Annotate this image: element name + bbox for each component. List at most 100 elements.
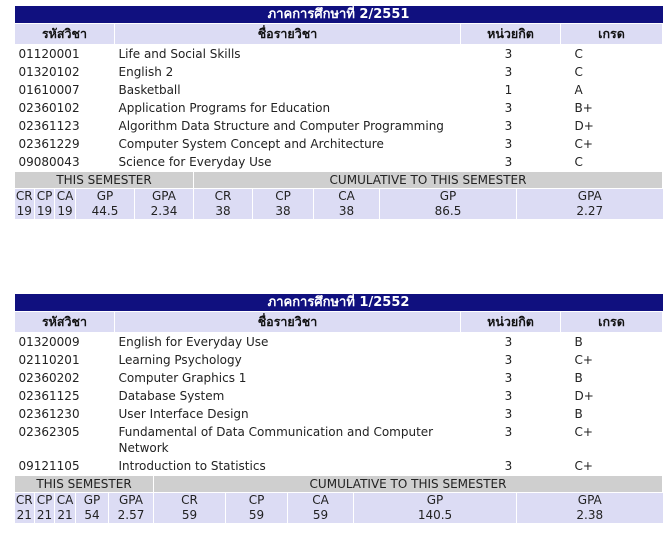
course-grade: C+ (574, 137, 593, 151)
cumulative-gpa-value: 2.27 (515, 204, 663, 219)
course-credit: 3 (504, 47, 513, 61)
course-name: Fundamental of Data Communication and Co… (118, 425, 434, 455)
course-code: 01320009 (18, 335, 80, 349)
course-row: 02362305 Fundamental of Data Communicati… (15, 423, 663, 457)
summary-label-ca: CA (287, 492, 354, 508)
cumulative-cp-value: 38 (252, 204, 314, 219)
course-grade: C (574, 47, 583, 61)
summary-label-cp: CP (34, 492, 55, 508)
course-credit: 1 (504, 83, 513, 97)
course-code: 01120001 (18, 47, 80, 61)
this-ca-value: 21 (54, 508, 76, 523)
summary-label-cr: CR (14, 492, 35, 508)
summary-label-cp: CP (34, 188, 55, 204)
course-name: Learning Psychology (118, 353, 242, 367)
course-credit: 3 (504, 137, 513, 151)
course-name: Basketball (118, 83, 181, 97)
course-credit: 3 (504, 371, 513, 385)
course-credit: 3 (504, 335, 513, 349)
course-code: 02110201 (18, 353, 80, 367)
this-gpa-value: 2.34 (134, 204, 194, 219)
summary-label-gp: GP (353, 492, 517, 508)
column-header-credit: หน่วยกิต (460, 311, 561, 333)
course-code: 02361125 (18, 389, 80, 403)
course-grade: C+ (574, 353, 593, 367)
this-semester-header: THIS SEMESTER (14, 475, 154, 493)
course-grade: D+ (574, 389, 594, 403)
cumulative-gpa-value: 2.38 (515, 508, 663, 523)
summary-table: THIS SEMESTER CUMULATIVE TO THIS SEMESTE… (14, 171, 664, 219)
this-cr-value: 21 (14, 508, 35, 523)
this-gp-value: 54 (75, 508, 109, 523)
this-semester-header: THIS SEMESTER (14, 171, 194, 189)
course-name: Computer System Concept and Architecture (118, 137, 384, 151)
summary-label-gp: GP (75, 492, 109, 508)
semester-title: ภาคการศึกษาที่ 1/2552 (14, 294, 663, 312)
cumulative-ca-value: 59 (287, 508, 354, 523)
cumulative-header: CUMULATIVE TO THIS SEMESTER (152, 475, 664, 493)
course-credit: 3 (504, 425, 513, 439)
course-grade: B (574, 335, 583, 349)
course-row: 02110201 Learning Psychology 3 C+ (15, 351, 663, 369)
summary-table: THIS SEMESTER CUMULATIVE TO THIS SEMESTE… (14, 475, 664, 523)
column-header-name: ชื่อรายวิชา (114, 23, 461, 45)
course-row: 09080043 Science for Everyday Use 3 C (15, 153, 663, 171)
column-header-code: รหัสวิชา (14, 23, 115, 45)
course-grade: A (574, 83, 583, 97)
column-header-credit: หน่วยกิต (460, 23, 561, 45)
course-name: Computer Graphics 1 (118, 371, 247, 385)
summary-label-ca: CA (313, 188, 380, 204)
course-code: 02360202 (18, 371, 80, 385)
summary-label-ca: CA (54, 492, 76, 508)
summary-label-cr: CR (153, 492, 226, 508)
course-credit: 3 (504, 65, 513, 79)
column-header-code: รหัสวิชา (14, 311, 115, 333)
cumulative-gp-value: 86.5 (379, 204, 517, 219)
summary-label-gpa: GPA (134, 188, 194, 204)
summary-label-ca: CA (54, 188, 76, 204)
course-credit: 3 (504, 101, 513, 115)
semester-block: ภาคการศึกษาที่ 1/2552 รหัสวิชา ชื่อรายวิ… (14, 294, 664, 523)
course-name: Algorithm Data Structure and Computer Pr… (118, 119, 444, 133)
course-row: 09121105 Introduction to Statistics 3 C+ (15, 457, 663, 475)
semester-title: ภาคการศึกษาที่ 2/2551 (14, 6, 663, 24)
column-header-grade: เกรด (559, 23, 664, 45)
this-gpa-value: 2.57 (108, 508, 154, 523)
course-row: 02361229 Computer System Concept and Arc… (15, 135, 663, 153)
course-code: 09080043 (18, 155, 80, 169)
this-cp-value: 19 (34, 204, 55, 219)
course-grade: B (574, 407, 583, 421)
course-code: 02361229 (18, 137, 80, 151)
course-row: 02360202 Computer Graphics 1 3 B (15, 369, 663, 387)
course-table: ภาคการศึกษาที่ 1/2552 รหัสวิชา ชื่อรายวิ… (14, 294, 664, 475)
course-name: Database System (118, 389, 225, 403)
course-code: 02361123 (18, 119, 80, 133)
course-row: 02360102 Application Programs for Educat… (15, 99, 663, 117)
course-row: 02361125 Database System 3 D+ (15, 387, 663, 405)
cumulative-header: CUMULATIVE TO THIS SEMESTER (192, 171, 664, 189)
course-credit: 3 (504, 459, 513, 473)
course-row: 01320102 English 2 3 C (15, 63, 663, 81)
course-grade: C+ (574, 459, 593, 473)
course-code: 02362305 (18, 425, 80, 439)
column-header-grade: เกรด (559, 311, 664, 333)
course-credit: 3 (504, 353, 513, 367)
course-code: 01320102 (18, 65, 80, 79)
summary-label-gpa: GPA (515, 492, 663, 508)
summary-label-cp: CP (225, 492, 288, 508)
cumulative-cr-value: 38 (193, 204, 253, 219)
course-code: 01610007 (18, 83, 80, 97)
course-name: Introduction to Statistics (118, 459, 266, 473)
course-name: Application Programs for Education (118, 101, 331, 115)
cumulative-ca-value: 38 (313, 204, 380, 219)
course-name: Life and Social Skills (118, 47, 241, 61)
cumulative-cr-value: 59 (153, 508, 226, 523)
course-code: 02360102 (18, 101, 80, 115)
summary-label-gp: GP (75, 188, 135, 204)
course-table: ภาคการศึกษาที่ 2/2551 รหัสวิชา ชื่อรายวิ… (14, 6, 664, 171)
course-grade: D+ (574, 119, 594, 133)
course-grade: C (574, 155, 583, 169)
this-cp-value: 21 (34, 508, 55, 523)
course-row: 02361123 Algorithm Data Structure and Co… (15, 117, 663, 135)
cumulative-gp-value: 140.5 (353, 508, 517, 523)
